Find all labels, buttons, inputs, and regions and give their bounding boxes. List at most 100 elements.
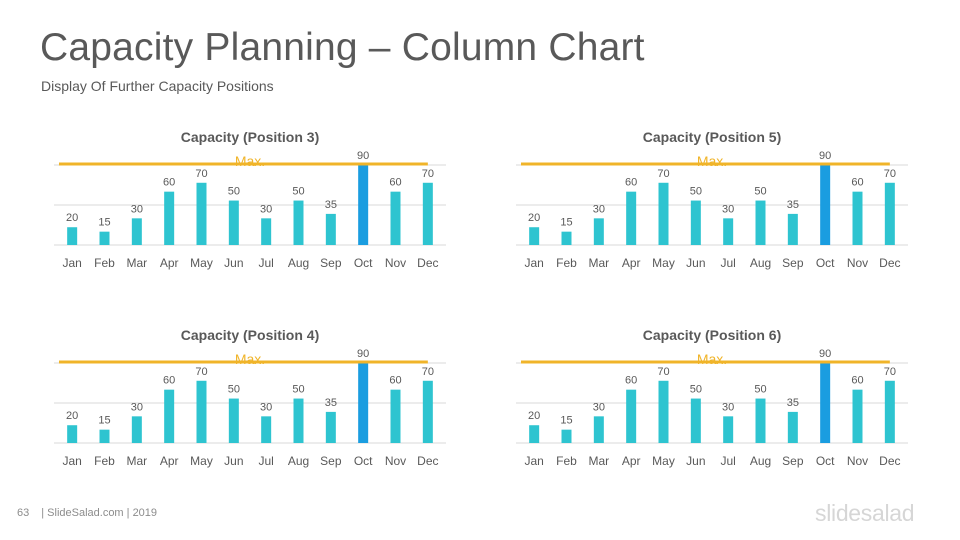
tick-label-jun: Jun bbox=[686, 256, 705, 270]
tick-label-dec: Dec bbox=[417, 256, 438, 270]
data-label: 60 bbox=[851, 375, 863, 387]
data-label: 30 bbox=[131, 203, 143, 215]
footer-credit: | SlideSalad.com | 2019 bbox=[41, 507, 158, 519]
tick-label-apr: Apr bbox=[622, 454, 641, 468]
bar-mar bbox=[593, 416, 604, 443]
tick-label-feb: Feb bbox=[94, 256, 115, 270]
chart-position-6: Capacity (Position 6) 20 Jan 15 Feb 30 Mar 60 Ap… bbox=[516, 327, 908, 468]
bar-jul bbox=[261, 416, 272, 443]
bar-sep bbox=[787, 213, 798, 245]
chart-title: Capacity (Position 6) bbox=[643, 327, 781, 343]
bar-dec bbox=[422, 182, 433, 245]
bar-mar bbox=[131, 416, 142, 443]
bar-mar bbox=[131, 218, 142, 245]
tick-label-sep: Sep bbox=[782, 256, 804, 270]
bar-aug bbox=[293, 200, 304, 245]
tick-label-sep: Sep bbox=[320, 454, 342, 468]
data-label: 30 bbox=[593, 401, 605, 413]
bar-jun bbox=[228, 398, 239, 443]
bar-mar bbox=[593, 218, 604, 245]
bar-nov bbox=[390, 191, 401, 245]
bar-feb bbox=[561, 429, 572, 443]
data-label: 20 bbox=[528, 212, 540, 224]
tick-label-nov: Nov bbox=[847, 454, 868, 468]
tick-label-jan: Jan bbox=[524, 256, 543, 270]
tick-label-aug: Aug bbox=[750, 256, 771, 270]
chart-position-5: Capacity (Position 5) 20 Jan 15 Feb 30 Mar 60 Ap… bbox=[516, 129, 908, 270]
data-label: 30 bbox=[722, 203, 734, 215]
data-label: 70 bbox=[657, 168, 669, 180]
bar-jan bbox=[67, 227, 78, 245]
bar-oct bbox=[820, 363, 831, 443]
data-label: 70 bbox=[657, 366, 669, 378]
max-label: Max. bbox=[235, 351, 265, 367]
tick-label-nov: Nov bbox=[385, 256, 406, 270]
data-label: 20 bbox=[528, 410, 540, 422]
bar-apr bbox=[626, 191, 637, 245]
data-label: 15 bbox=[98, 415, 110, 427]
tick-label-feb: Feb bbox=[556, 256, 577, 270]
bar-may bbox=[196, 182, 207, 245]
bar-sep bbox=[787, 411, 798, 443]
data-label: 60 bbox=[163, 375, 175, 387]
tick-label-feb: Feb bbox=[556, 454, 577, 468]
chart-position-3: Capacity (Position 3) 20 Jan 15 Feb 30 Mar 60 Ap… bbox=[54, 129, 446, 270]
tick-label-may: May bbox=[190, 454, 213, 468]
chart-title: Capacity (Position 4) bbox=[181, 327, 319, 343]
bar-jun bbox=[690, 398, 701, 443]
data-label: 50 bbox=[292, 384, 304, 396]
tick-label-jan: Jan bbox=[524, 454, 543, 468]
data-label: 60 bbox=[389, 375, 401, 387]
tick-label-aug: Aug bbox=[288, 256, 309, 270]
tick-label-mar: Mar bbox=[126, 454, 147, 468]
bar-oct bbox=[358, 165, 369, 245]
max-label: Max. bbox=[235, 153, 265, 169]
page-title: Capacity Planning – Column Chart bbox=[40, 26, 645, 69]
footer: 63 | SlideSalad.com | 2019 bbox=[17, 507, 157, 519]
bar-aug bbox=[755, 200, 766, 245]
data-label: 50 bbox=[292, 186, 304, 198]
data-label: 60 bbox=[163, 177, 175, 189]
bar-feb bbox=[561, 231, 572, 245]
data-label: 60 bbox=[625, 177, 637, 189]
tick-label-jan: Jan bbox=[62, 256, 81, 270]
bar-jan bbox=[529, 227, 540, 245]
max-label: Max. bbox=[697, 153, 727, 169]
tick-label-nov: Nov bbox=[847, 256, 868, 270]
data-label: 70 bbox=[884, 366, 896, 378]
bar-jun bbox=[690, 200, 701, 245]
data-label: 70 bbox=[195, 366, 207, 378]
tick-label-mar: Mar bbox=[588, 454, 609, 468]
tick-label-mar: Mar bbox=[126, 256, 147, 270]
bar-jul bbox=[261, 218, 272, 245]
tick-label-oct: Oct bbox=[816, 454, 835, 468]
data-label: 20 bbox=[66, 212, 78, 224]
tick-label-may: May bbox=[652, 454, 675, 468]
data-label: 60 bbox=[625, 375, 637, 387]
bar-feb bbox=[99, 231, 110, 245]
page-number: 63 bbox=[17, 507, 30, 519]
bar-jul bbox=[723, 218, 734, 245]
bar-aug bbox=[755, 398, 766, 443]
bar-sep bbox=[325, 213, 336, 245]
data-label: 15 bbox=[560, 415, 572, 427]
bar-jan bbox=[529, 425, 540, 443]
tick-label-jun: Jun bbox=[224, 256, 243, 270]
data-label: 35 bbox=[325, 397, 337, 409]
bar-oct bbox=[358, 363, 369, 443]
chart-title: Capacity (Position 3) bbox=[181, 129, 319, 145]
bar-may bbox=[658, 182, 669, 245]
bar-nov bbox=[852, 191, 863, 245]
bar-jun bbox=[228, 200, 239, 245]
tick-label-may: May bbox=[190, 256, 213, 270]
bar-sep bbox=[325, 411, 336, 443]
data-label: 30 bbox=[131, 401, 143, 413]
tick-label-jan: Jan bbox=[62, 454, 81, 468]
data-label: 90 bbox=[819, 348, 831, 360]
bar-apr bbox=[626, 389, 637, 443]
data-label: 15 bbox=[98, 217, 110, 229]
tick-label-apr: Apr bbox=[622, 256, 641, 270]
data-label: 20 bbox=[66, 410, 78, 422]
data-label: 60 bbox=[851, 177, 863, 189]
data-label: 50 bbox=[690, 384, 702, 396]
